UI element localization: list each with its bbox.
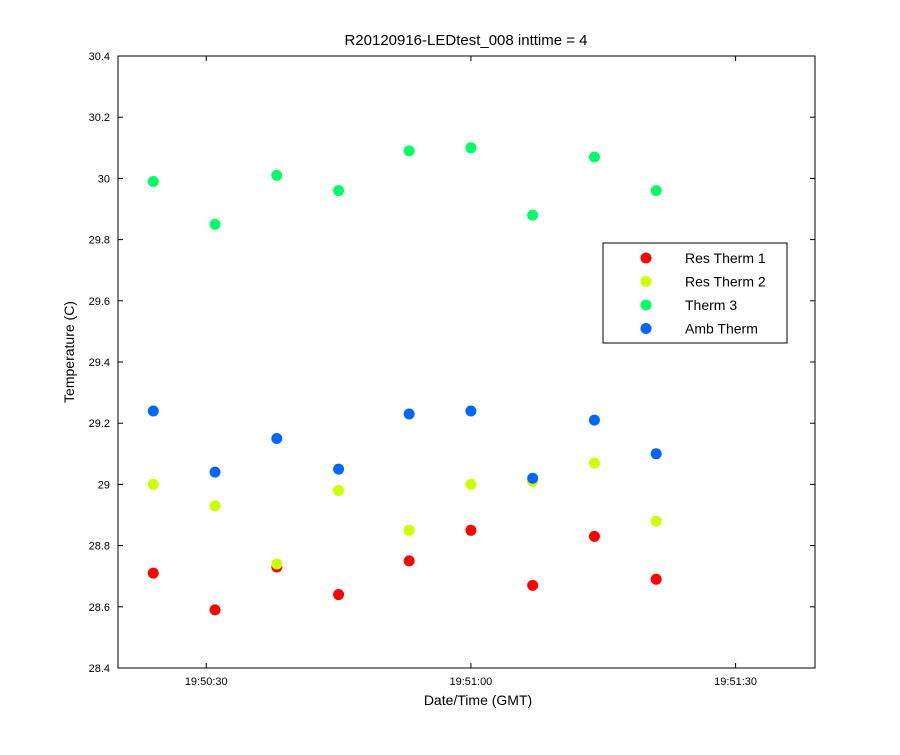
y-tick-label: 30.2 [89, 112, 110, 124]
data-point [333, 185, 345, 197]
data-point [209, 604, 221, 616]
data-point [527, 472, 539, 484]
y-axis-label: Temperature (C) [61, 301, 77, 403]
legend-marker [640, 276, 652, 287]
data-point [209, 218, 221, 230]
data-point [147, 478, 159, 490]
plot-area [117, 55, 816, 669]
data-point [527, 209, 539, 221]
data-points [147, 142, 662, 616]
legend-label: Amb Therm [685, 321, 758, 337]
x-tick-label: 19:50:30 [185, 676, 228, 688]
data-point [588, 151, 600, 163]
legend-marker [640, 323, 652, 334]
y-tick-label: 28.8 [89, 541, 110, 553]
y-tick-label: 29.4 [89, 357, 110, 369]
legend-label: Res Therm 2 [685, 274, 766, 290]
x-tick-label: 19:51:30 [714, 676, 757, 688]
data-point [333, 463, 345, 475]
legend: Res Therm 1 Res Therm 2 Therm 3 Amb Therm [602, 242, 788, 344]
legend-items: Res Therm 1 Res Therm 2 Therm 3 Amb Therm [640, 250, 766, 337]
x-axis-label: Date/Time (GMT) [424, 692, 532, 708]
legend-box [602, 242, 788, 344]
y-tick-label: 28.4 [89, 663, 110, 675]
data-point [465, 405, 477, 417]
y-tick-label: 29 [98, 479, 110, 491]
data-point [403, 524, 415, 536]
data-point [650, 185, 662, 197]
y-tick-label: 30.4 [89, 51, 110, 63]
series-res-therm-1 [147, 524, 662, 616]
data-point [147, 567, 159, 579]
data-point [147, 405, 159, 417]
data-point [209, 500, 221, 512]
data-point [403, 555, 415, 567]
data-point [147, 175, 159, 187]
data-point [403, 408, 415, 420]
data-point [465, 478, 477, 490]
data-point [465, 524, 477, 536]
chart-title: R20120916-LEDtest_008 inttime = 4 [344, 32, 587, 49]
data-point [465, 142, 477, 154]
data-point [527, 579, 539, 591]
data-point [271, 558, 283, 570]
data-point [588, 414, 600, 426]
data-point [650, 573, 662, 585]
y-tick-label: 29.6 [89, 296, 110, 308]
y-tick-label: 30 [98, 173, 110, 185]
data-point [588, 530, 600, 542]
data-point [588, 457, 600, 469]
y-tick-label: 28.6 [89, 602, 110, 614]
data-point [333, 589, 345, 601]
data-point [650, 515, 662, 527]
axis-ticks: 28.4 28.6 28.8 29 29.2 29.4 29.6 29.8 30 30.2 30.4… [89, 51, 815, 688]
series-therm-3 [147, 142, 662, 230]
data-point [271, 169, 283, 181]
legend-marker [640, 299, 652, 311]
x-tick-label: 19:51:00 [449, 676, 492, 688]
legend-marker [640, 252, 652, 264]
y-tick-label: 29.2 [89, 418, 110, 430]
series-amb-therm [147, 405, 662, 484]
data-point [333, 485, 345, 497]
data-point [403, 145, 415, 157]
data-point [271, 433, 283, 444]
legend-label: Res Therm 1 [685, 250, 766, 266]
legend-label: Therm 3 [685, 297, 737, 313]
data-point [209, 466, 221, 478]
data-point [650, 448, 662, 460]
y-tick-label: 29.8 [89, 235, 110, 247]
